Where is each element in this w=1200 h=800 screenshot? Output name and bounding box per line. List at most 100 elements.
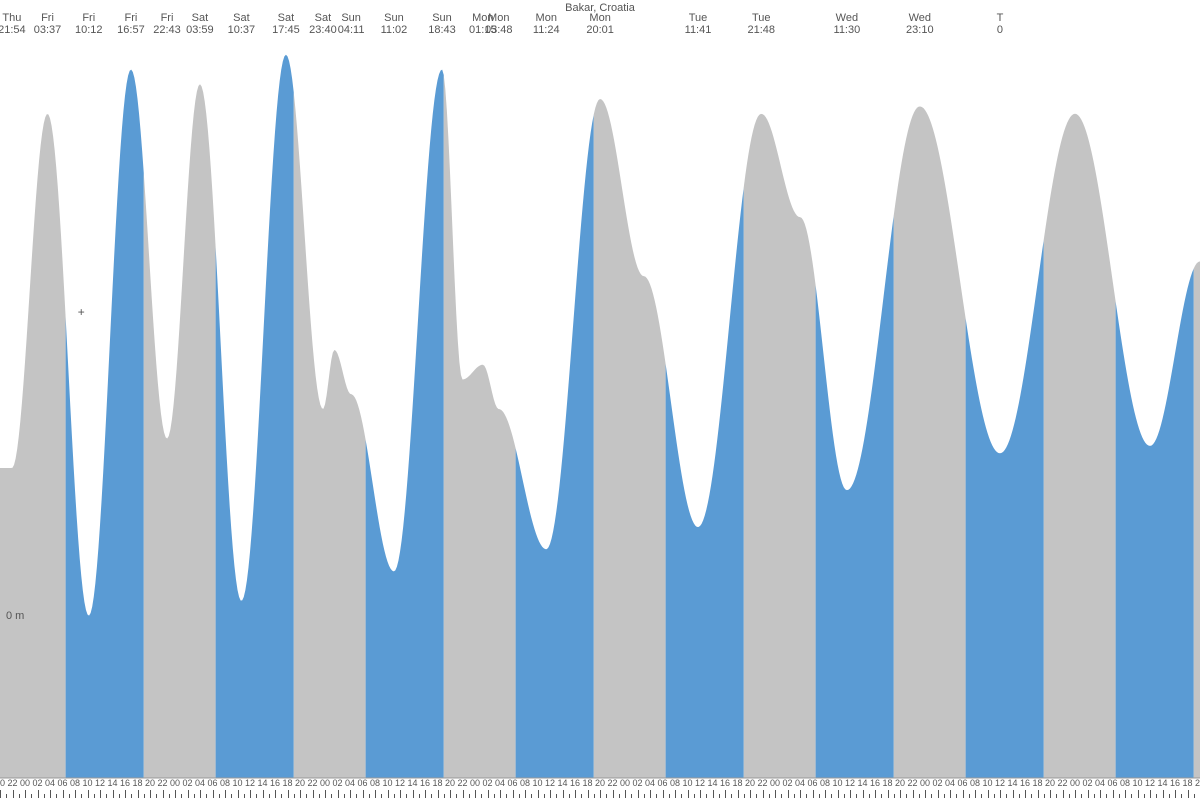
x-tick <box>1006 794 1007 798</box>
x-tick <box>994 794 995 798</box>
x-tick <box>275 790 276 798</box>
x-tick <box>538 790 539 798</box>
x-tick <box>338 790 339 798</box>
x-tick-label: 18 <box>732 778 742 788</box>
x-tick-label: 22 <box>607 778 617 788</box>
x-tick <box>656 794 657 798</box>
x-tick-label: 08 <box>970 778 980 788</box>
x-tick-label: 08 <box>370 778 380 788</box>
x-tick <box>513 790 514 798</box>
x-tick-label: 12 <box>845 778 855 788</box>
extrema-time: 22:43 <box>153 24 181 36</box>
x-tick <box>1144 794 1145 798</box>
extrema-day: Tue <box>752 12 771 24</box>
x-tick <box>738 790 739 798</box>
x-tick <box>1069 794 1070 798</box>
extrema-time: 10:37 <box>228 24 256 36</box>
x-tick <box>13 790 14 798</box>
x-tick-label: 12 <box>995 778 1005 788</box>
extrema-day: Sun <box>341 12 361 24</box>
x-tick-label: 18 <box>1032 778 1042 788</box>
extrema-day: Sat <box>315 12 332 24</box>
x-tick-label: 20 <box>1045 778 1055 788</box>
x-tick <box>819 794 820 798</box>
x-tick <box>1119 794 1120 798</box>
x-tick <box>88 790 89 798</box>
extrema-time: 23:10 <box>906 24 934 36</box>
x-tick-label: 12 <box>695 778 705 788</box>
extrema-day: Tue <box>689 12 708 24</box>
extrema-label: Sun04:11 <box>338 12 365 36</box>
crosshair-marker: + <box>78 306 85 320</box>
extrema-label: T0 <box>997 12 1004 36</box>
x-tick <box>731 794 732 798</box>
x-tick <box>1063 790 1064 798</box>
x-tick <box>1156 794 1157 798</box>
extrema-label: Tue11:41 <box>685 12 712 36</box>
x-tick <box>56 794 57 798</box>
x-tick-label: 22 <box>1057 778 1067 788</box>
x-tick <box>775 790 776 798</box>
x-tick <box>750 790 751 798</box>
x-tick-label: 00 <box>170 778 180 788</box>
extrema-label: Fri22:43 <box>153 12 181 36</box>
extrema-label: Fri10:12 <box>75 12 103 36</box>
y-axis-zero-label: 0 m <box>6 610 24 622</box>
x-tick-label: 14 <box>1007 778 1017 788</box>
x-tick <box>44 794 45 798</box>
x-tick <box>388 790 389 798</box>
x-tick <box>281 794 282 798</box>
x-tick-label: 20 <box>295 778 305 788</box>
extrema-label: Mon11:24 <box>533 12 560 36</box>
extrema-time: 21:48 <box>747 24 775 36</box>
x-tick <box>231 794 232 798</box>
x-tick-label: 00 <box>620 778 630 788</box>
x-tick-label: 08 <box>670 778 680 788</box>
x-tick <box>706 794 707 798</box>
x-tick-label: 00 <box>20 778 30 788</box>
x-tick <box>1106 794 1107 798</box>
x-tick <box>588 790 589 798</box>
x-tick-label: 08 <box>70 778 80 788</box>
extrema-label: Sat03:59 <box>186 12 214 36</box>
x-tick <box>175 790 176 798</box>
x-tick <box>625 790 626 798</box>
x-tick <box>344 794 345 798</box>
x-tick <box>700 790 701 798</box>
x-tick <box>663 790 664 798</box>
x-tick <box>806 794 807 798</box>
x-tick <box>550 790 551 798</box>
x-tick-label: 16 <box>720 778 730 788</box>
x-tick <box>444 794 445 798</box>
x-tick <box>631 794 632 798</box>
x-tick <box>675 790 676 798</box>
x-tick-label: 06 <box>57 778 67 788</box>
extrema-time: 21:54 <box>0 24 26 36</box>
x-tick-label: 02 <box>632 778 642 788</box>
extrema-label: Fri16:57 <box>117 12 145 36</box>
x-tick <box>400 790 401 798</box>
x-tick-label: 14 <box>707 778 717 788</box>
x-tick <box>725 790 726 798</box>
x-tick <box>881 794 882 798</box>
extrema-day: Thu <box>2 12 21 24</box>
x-tick <box>556 794 557 798</box>
x-tick-label: 04 <box>195 778 205 788</box>
x-tick <box>456 794 457 798</box>
x-tick <box>375 790 376 798</box>
x-tick-label: 02 <box>932 778 942 788</box>
extrema-day: Sat <box>278 12 295 24</box>
x-tick <box>638 790 639 798</box>
extrema-time: 20:01 <box>586 24 614 36</box>
x-tick <box>331 794 332 798</box>
x-tick <box>894 794 895 798</box>
extrema-time: 0 <box>997 24 1003 36</box>
x-tick-label: 08 <box>520 778 530 788</box>
x-tick <box>606 794 607 798</box>
x-tick-label: 22 <box>907 778 917 788</box>
x-tick <box>650 790 651 798</box>
extrema-day: Fri <box>82 12 95 24</box>
x-tick <box>669 794 670 798</box>
x-tick <box>363 790 364 798</box>
x-tick-label: 12 <box>95 778 105 788</box>
